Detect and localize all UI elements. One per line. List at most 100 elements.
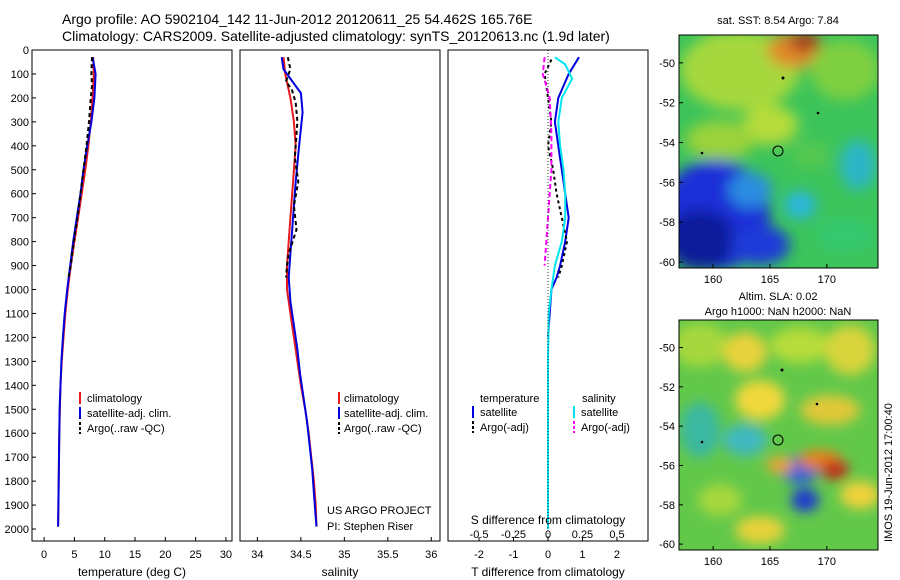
project-annotation: US ARGO PROJECT (327, 505, 432, 517)
figure-title-line-1: Argo profile: AO 5902104_142 11-Jun-2012… (62, 11, 532, 27)
x-tick-label: 34 (251, 549, 263, 561)
s-diff-tick-label: 0.5 (609, 529, 624, 541)
map-x-tick-label: 160 (704, 556, 722, 568)
sst-map-title: sat. SST: 8.54 Argo: 7.84 (717, 15, 839, 27)
x-tick-label: 15 (129, 549, 141, 561)
sla-map-axes: 160 165 170 -50 -52 -54 -56 -58 -60 (659, 343, 836, 568)
t-difference-x-label: T difference from climatology (471, 565, 625, 579)
depth-tick-label: 900 (11, 261, 29, 273)
legend-label-argo: Argo(..raw -QC) (344, 423, 422, 435)
float-track-point (815, 402, 819, 406)
legend-header-temperature: temperature (480, 393, 539, 405)
s-diff-tick-label: -0.5 (470, 529, 489, 541)
s-difference-x-ticks: -0.5 -0.25 0 0.25 0.5 (470, 529, 625, 541)
x-tick-label: 30 (220, 549, 232, 561)
x-tick-label: 36 (425, 549, 437, 561)
s-diff-tick-label: -0.25 (501, 529, 526, 541)
depth-tick-label: 500 (11, 165, 29, 177)
map-y-tick-label: -60 (659, 257, 675, 269)
series-line-argo-raw-qc- (284, 56, 300, 278)
float-track-point (700, 151, 704, 155)
float-track-point (700, 440, 704, 444)
profile-location-marker (772, 434, 784, 446)
salinity-plot-frame (239, 49, 441, 542)
legend-label-t-satellite: satellite (480, 407, 517, 419)
depth-tick-label: 1300 (5, 356, 29, 368)
legend-label-climatology: climatology (87, 393, 143, 405)
imos-timestamp: IMOS 19-Jun-2012 17:00:40 (883, 403, 895, 542)
salinity-legend: climatology satellite-adj. clim. Argo(..… (327, 392, 432, 533)
depth-tick-label: 300 (11, 117, 29, 129)
depth-tick-label: 1800 (5, 476, 29, 488)
depth-tick-label: 800 (11, 237, 29, 249)
x-tick-label: 0 (545, 549, 551, 561)
x-tick-label: 10 (99, 549, 111, 561)
legend-label-satellite: satellite-adj. clim. (344, 408, 428, 420)
series-line-satellite-adj-clim- (57, 57, 97, 527)
temperature-x-ticks: 0 5 10 15 20 25 30 (41, 537, 232, 561)
s-diff-tick-label: 0.25 (572, 529, 593, 541)
depth-tick-label: 1100 (5, 308, 29, 320)
s-difference-x-label: S difference from climatology (471, 513, 626, 527)
difference-x-ticks: -2 -1 0 1 2 (474, 537, 620, 561)
argo-position-markers (700, 76, 820, 446)
legend-label-argo: Argo(..raw -QC) (87, 423, 165, 435)
x-tick-label: -2 (474, 549, 484, 561)
depth-tick-label: 200 (11, 93, 29, 105)
x-tick-label: 20 (159, 549, 171, 561)
depth-tick-label: 1700 (5, 452, 29, 464)
depth-tick-label: 1900 (5, 500, 29, 512)
s-diff-tick-label: 0 (545, 529, 551, 541)
depth-axis: 0 100 200 300 400 500 600 700 800 900 1000 1100 1200… (5, 45, 36, 536)
sst-map-axes: 160 165 170 -50 -52 -54 -56 -58 -60 (659, 58, 836, 286)
pi-annotation: PI: Stephen Riser (327, 521, 414, 533)
float-track-point (780, 368, 784, 372)
legend-label-climatology: climatology (344, 393, 400, 405)
x-tick-label: 25 (190, 549, 202, 561)
depth-tick-label: 1000 (5, 285, 29, 297)
depth-tick-label: 2000 (5, 524, 29, 536)
series-line-satellite-adj-clim- (280, 57, 318, 527)
temperature-legend: climatology satellite-adj. clim. Argo(..… (79, 392, 171, 435)
x-tick-label: 34.5 (290, 549, 311, 561)
x-tick-label: 0 (41, 549, 47, 561)
legend-label-s-satellite: satellite (581, 407, 618, 419)
legend-label-s-argo: Argo(-adj) (581, 422, 630, 434)
x-tick-label: 5 (71, 549, 77, 561)
map-y-tick-label: -56 (659, 177, 675, 189)
depth-tick-label: 700 (11, 213, 29, 225)
sla-map-title-line-2: Argo h1000: NaN h2000: NaN (705, 306, 852, 318)
map-x-tick-label: 165 (761, 556, 779, 568)
depth-tick-label: 100 (11, 69, 29, 81)
map-x-tick-label: 170 (818, 274, 836, 286)
map-y-tick-label: -56 (659, 460, 675, 472)
x-tick-label: 35.5 (377, 549, 398, 561)
salinity-x-label: salinity (322, 565, 359, 579)
depth-tick-label: 600 (11, 189, 29, 201)
map-x-tick-label: 160 (704, 274, 722, 286)
sst-map-frame (678, 34, 879, 269)
sst-heatmap (679, 35, 878, 268)
salinity-series (280, 56, 318, 527)
map-x-tick-label: 165 (761, 274, 779, 286)
sla-map-title-line-1: Altim. SLA: 0.02 (739, 291, 818, 303)
map-x-tick-label: 170 (818, 556, 836, 568)
temperature-plot-frame (31, 49, 233, 542)
x-tick-label: 35 (338, 549, 350, 561)
map-y-tick-label: -52 (659, 98, 675, 110)
x-tick-label: 1 (579, 549, 585, 561)
legend-label-satellite: satellite-adj. clim. (87, 408, 171, 420)
legend-label-t-argo: Argo(-adj) (480, 422, 529, 434)
x-tick-label: 2 (614, 549, 620, 561)
difference-legend: temperature salinity satellite Argo(-adj… (472, 393, 630, 434)
depth-tick-label: 0 (23, 45, 29, 57)
depth-tick-label: 1500 (5, 404, 29, 416)
map-y-tick-label: -58 (659, 217, 675, 229)
map-y-tick-label: -54 (659, 421, 675, 433)
sla-map-frame (678, 319, 879, 551)
map-y-tick-label: -52 (659, 382, 675, 394)
temperature-x-label: temperature (deg C) (78, 565, 186, 579)
series-line-satellite (547, 56, 574, 529)
